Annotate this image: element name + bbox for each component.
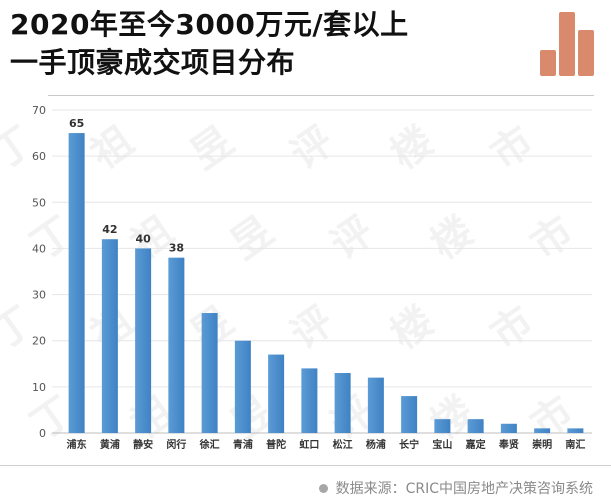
y-tick-label: 30 [32,289,46,302]
logo-bar-medium [578,30,594,76]
y-tick-label: 70 [32,104,46,117]
logo-bar-short [540,50,556,76]
bar [68,133,85,434]
bar [268,354,285,433]
bar [467,419,484,433]
logo-bar-tall [559,12,575,76]
bullet-dot-icon [318,483,328,493]
bar-chart: 0 10 20 30 40 50 60 70 浦东 65 黄浦 42 静安 40 闵行 38 徐汇 青浦 普陀 虹口 松… [32,104,592,451]
bar [434,419,451,433]
y-tick-label: 50 [32,196,46,209]
bar [301,368,318,433]
x-tick-label: 松江 [333,438,353,451]
footer-divider [0,465,611,466]
x-tick-label: 嘉定 [465,438,486,451]
y-tick-label: 60 [32,150,46,163]
x-tick-label: 静安 [133,438,153,451]
x-tick-label: 黄浦 [100,438,120,451]
bar [401,396,418,433]
data-label: 65 [69,117,84,130]
y-tick-label: 40 [32,242,46,255]
bar [234,340,251,433]
bar [500,423,517,433]
x-tick-label: 宝山 [432,438,452,451]
chart-title-line-1: 2020年至今3000万元/套以上 [10,8,409,41]
bar [168,257,185,433]
x-tick-label: 虹口 [299,438,319,451]
title-block: 2020年至今3000万元/套以上 一手顶豪成交项目分布 [10,6,409,82]
y-tick-label: 0 [39,427,46,440]
bar [135,248,152,433]
x-tick-label: 青浦 [233,438,253,451]
x-tick-label: 徐汇 [199,438,220,451]
data-label: 38 [169,242,184,255]
y-tick-label: 10 [32,381,46,394]
bar-chart-logo-icon [538,10,596,76]
bar [567,428,584,433]
x-tick-label: 杨浦 [366,438,386,451]
x-tick-label: 浦东 [67,438,87,451]
bar [367,377,384,433]
data-label: 42 [102,223,117,236]
y-tick-label: 20 [32,335,46,348]
x-tick-label: 奉贤 [498,438,520,451]
x-tick-label: 普陀 [266,438,286,451]
source-text: 数据来源：CRIC中国房地产决策咨询系统 [335,481,593,497]
x-tick-label: 南汇 [565,438,585,451]
bar [334,373,351,433]
x-tick-label: 崇明 [532,438,552,451]
bar [201,313,218,433]
data-label: 40 [135,232,151,245]
header-divider [48,95,594,96]
bar [534,428,551,433]
footer-source: 数据来源：CRIC中国房地产决策咨询系统 [318,478,593,498]
chart-title-line-2: 一手顶豪成交项目分布 [10,46,296,79]
x-tick-label: 长宁 [399,438,419,451]
bar [101,239,118,433]
x-tick-label: 闵行 [166,438,186,451]
